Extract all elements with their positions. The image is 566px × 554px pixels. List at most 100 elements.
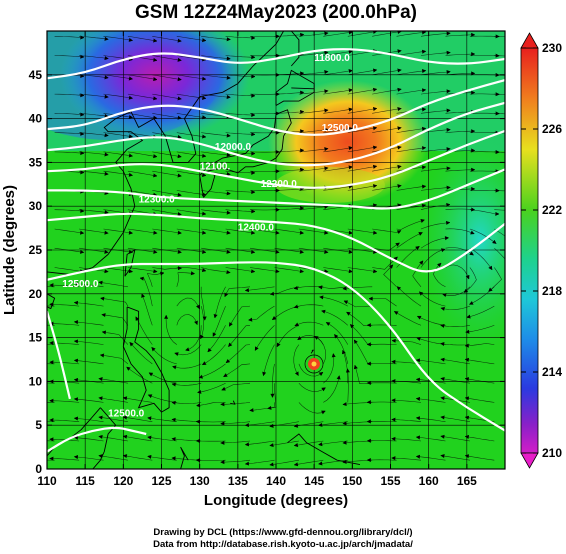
streamline [49,419,80,422]
wind-arrow [492,239,497,244]
streamline [269,459,299,466]
streamline [416,337,446,345]
wind-arrow [464,343,469,348]
wind-arrow [415,245,420,251]
streamline [347,69,377,76]
streamline [141,293,153,326]
wind-arrow [250,230,256,235]
streamline [420,52,451,56]
streamline [152,113,182,119]
wind-arrow [98,415,103,420]
streamline [396,232,423,249]
streamline [127,93,158,100]
streamline [463,267,477,293]
streamline [200,286,206,321]
wind-arrow [345,368,350,373]
wind-arrow [415,416,421,421]
streamline [152,170,182,177]
streamline [127,36,158,42]
wind-arrow [147,394,153,399]
wind-arrow [226,152,231,157]
wind-arrow [177,154,182,159]
contour-label: 12500.0 [322,123,359,134]
streamline [347,185,377,191]
streamline [440,305,470,310]
wind-arrow [391,436,396,441]
wind-arrow [184,347,190,352]
streamline [220,421,251,424]
streamline [47,286,55,288]
colorbar-tick-label: 210 [542,446,562,460]
wind-arrow [372,145,378,150]
height-contour [47,48,505,80]
streamline [147,417,177,422]
wind-arrow [297,336,302,341]
wind-arrow [440,323,445,328]
wind-arrow [293,286,299,290]
streamline [420,187,451,191]
streamline [263,344,275,376]
wind-arrow [201,361,207,366]
streamline [274,207,304,210]
y-tick-label: 15 [29,331,43,345]
streamline [249,247,280,253]
wind-arrow [421,88,427,93]
streamline [323,267,353,272]
streamline [74,340,104,345]
wind-arrow [421,49,427,54]
streamline [321,310,348,326]
streamline [152,228,182,234]
streamline [383,264,397,287]
wind-arrow [446,147,451,152]
streamline [298,167,329,172]
wind-arrow [128,269,134,274]
streamline [396,31,426,37]
wind-arrow [324,249,329,254]
x-tick-label: 150 [342,474,362,488]
wind-arrow [446,185,451,190]
streamline [420,32,451,37]
streamline [147,456,177,461]
streamline [274,228,304,234]
streamline [202,344,226,366]
streamline [323,89,353,95]
wind-arrow [226,37,231,42]
y-tick-label: 30 [29,199,43,213]
wind-arrow [366,438,371,443]
wind-arrow [317,285,323,290]
streamline [54,228,84,234]
wind-arrow [445,220,451,225]
wind-arrow [226,75,231,80]
x-tick-label: 155 [380,474,400,488]
streamline [225,93,256,97]
wind-arrow [122,434,128,439]
wind-arrow [446,70,451,75]
wind-arrow [251,113,256,117]
streamline [372,69,402,76]
streamline [127,267,158,272]
streamline [346,311,373,326]
wind-arrow [353,364,358,370]
wind-arrow [372,203,378,208]
streamline [298,206,329,210]
streamline [372,228,402,233]
coastline [180,446,189,469]
streamline [176,314,198,326]
streamline [420,148,451,153]
wind-arrow [122,454,128,459]
y-tick-label: 25 [29,243,43,257]
streamline [445,188,475,191]
wind-arrow [195,419,200,424]
streamline [49,361,80,365]
coastline [47,293,56,310]
streamline [420,71,451,76]
y-tick-label: 0 [35,462,42,476]
wind-arrow [49,418,54,423]
streamline [298,247,329,253]
wind-arrow [466,314,471,319]
streamline [123,435,153,442]
streamline [127,113,158,119]
streamline [347,247,377,253]
streamline [98,281,128,288]
wind-arrow [317,461,323,466]
